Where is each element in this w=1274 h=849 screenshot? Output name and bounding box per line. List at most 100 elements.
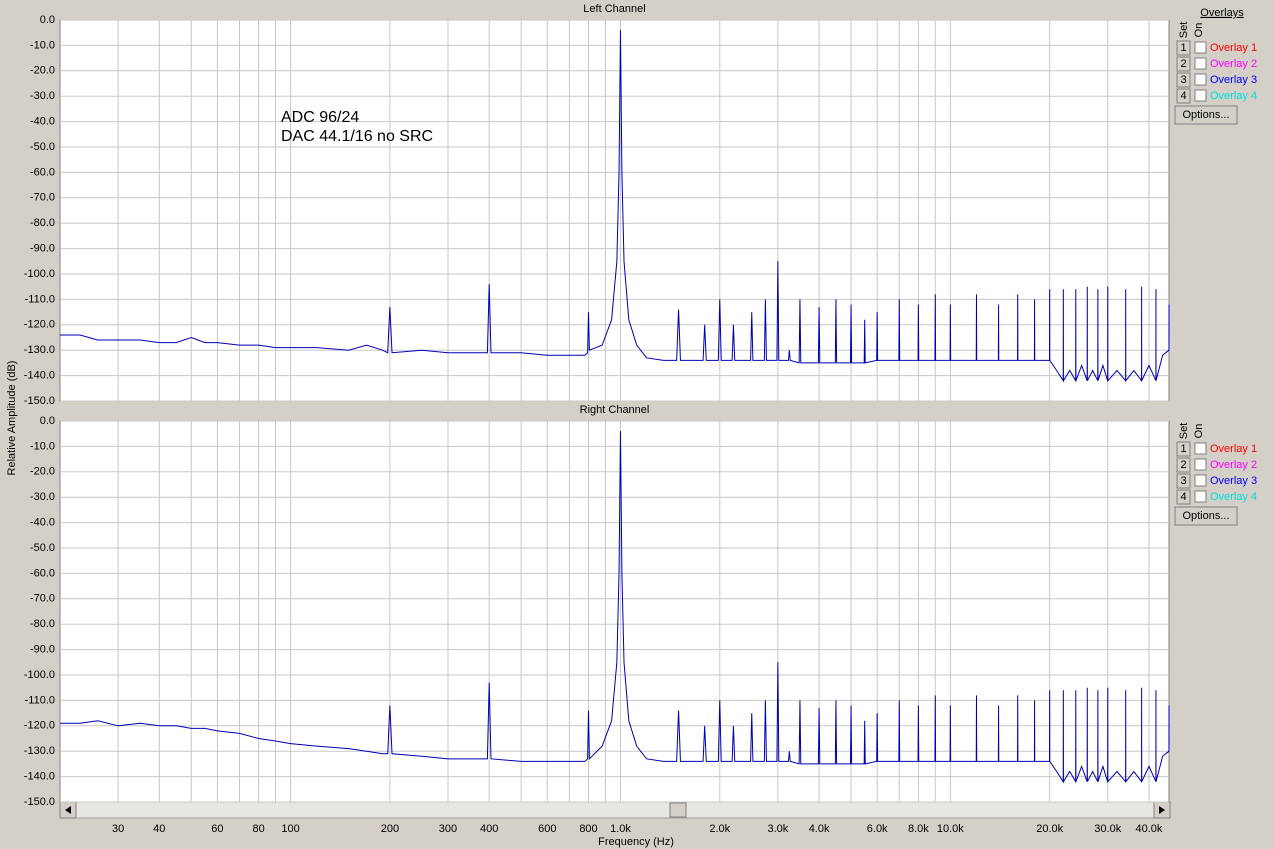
y-tick-label: -70.0 xyxy=(30,593,55,605)
x-tick-label: 40.0k xyxy=(1136,823,1163,835)
overlay-checkbox[interactable] xyxy=(1194,41,1207,54)
y-tick-label: -80.0 xyxy=(30,217,55,229)
y-tick-label: -40.0 xyxy=(30,517,55,529)
y-tick-label: -20.0 xyxy=(30,466,55,478)
set-label: Set xyxy=(1178,423,1190,440)
y-tick-label: -30.0 xyxy=(30,491,55,503)
x-tick-label: 2.0k xyxy=(709,823,730,835)
scroll-thumb[interactable] xyxy=(669,802,687,818)
on-label: On xyxy=(1193,424,1205,439)
overlay-label: Overlay 3 xyxy=(1210,74,1257,86)
y-tick-label: -40.0 xyxy=(30,116,55,128)
y-tick-label: -110.0 xyxy=(25,293,55,305)
y-tick-label: -60.0 xyxy=(30,166,55,178)
y-tick-label: -140.0 xyxy=(24,771,55,783)
overlay-number: 2 xyxy=(1180,58,1186,70)
overlay-label: Overlay 1 xyxy=(1210,42,1257,54)
y-tick-label: -150.0 xyxy=(24,395,55,407)
overlay-set-button[interactable] xyxy=(1176,457,1191,473)
set-label: Set xyxy=(1178,22,1190,39)
overlay-checkbox[interactable] xyxy=(1194,89,1207,102)
overlay-checkbox[interactable] xyxy=(1194,474,1207,487)
x-tick-label: 100 xyxy=(281,823,299,835)
x-axis-label: Frequency (Hz) xyxy=(598,836,674,848)
scrollbar[interactable] xyxy=(59,801,1171,819)
y-tick-label: -120.0 xyxy=(24,720,55,732)
arrow-right xyxy=(1159,806,1165,814)
x-tick-label: 8.0k xyxy=(908,823,929,835)
overlay-checkbox[interactable] xyxy=(1194,57,1207,70)
overlay-number: 3 xyxy=(1180,74,1186,86)
overlay-number: 3 xyxy=(1180,475,1186,487)
y-tick-label: -70.0 xyxy=(30,192,55,204)
x-tick-label: 30 xyxy=(112,823,124,835)
y-axis-label: Relative Amplitude (dB) xyxy=(6,361,18,476)
chart-title: Left Channel xyxy=(583,3,645,15)
overlays-title: Overlays xyxy=(1200,7,1244,19)
annotation: DAC 44.1/16 no SRC xyxy=(281,128,433,145)
y-tick-label: -130.0 xyxy=(24,344,55,356)
overlay-set-button[interactable] xyxy=(1176,40,1191,56)
x-tick-label: 4.0k xyxy=(809,823,830,835)
overlay-number: 4 xyxy=(1180,491,1186,503)
y-tick-label: -100.0 xyxy=(24,669,55,681)
arrow-left xyxy=(65,806,71,814)
overlay-label: Overlay 4 xyxy=(1210,491,1257,503)
y-tick-label: -50.0 xyxy=(30,542,55,554)
plot-area xyxy=(59,420,1170,803)
overlay-set-button[interactable] xyxy=(1176,489,1191,505)
overlay-checkbox[interactable] xyxy=(1194,442,1207,455)
plot xyxy=(60,19,1170,402)
plot-area xyxy=(59,19,1170,402)
options-label: Options... xyxy=(1182,109,1229,121)
y-tick-label: -130.0 xyxy=(24,745,55,757)
y-tick-label: -110.0 xyxy=(25,694,55,706)
overlay-set-button[interactable] xyxy=(1176,473,1191,489)
y-tick-label: -100.0 xyxy=(24,268,55,280)
scroll-track[interactable] xyxy=(59,801,1171,819)
overlay-label: Overlay 2 xyxy=(1210,459,1257,471)
x-tick-label: 400 xyxy=(480,823,498,835)
x-tick-label: 3.0k xyxy=(767,823,788,835)
y-tick-label: -150.0 xyxy=(24,796,55,808)
y-tick-label: -90.0 xyxy=(30,644,55,656)
on-label: On xyxy=(1193,23,1205,38)
spectrum-line xyxy=(60,30,1170,383)
overlay-label: Overlay 1 xyxy=(1210,443,1257,455)
options-button[interactable] xyxy=(1174,105,1238,125)
x-tick-label: 600 xyxy=(538,823,556,835)
title-bar xyxy=(60,403,1169,419)
y-tick-label: -80.0 xyxy=(30,618,55,630)
y-tick-label: -60.0 xyxy=(30,567,55,579)
overlay-label: Overlay 2 xyxy=(1210,58,1257,70)
x-tick-label: 10.0k xyxy=(937,823,964,835)
overlay-checkbox[interactable] xyxy=(1194,490,1207,503)
y-tick-label: -30.0 xyxy=(30,90,55,102)
overlay-checkbox[interactable] xyxy=(1194,73,1207,86)
y-tick-label: -10.0 xyxy=(30,39,55,51)
overlay-set-button[interactable] xyxy=(1176,441,1191,457)
x-tick-label: 300 xyxy=(439,823,457,835)
overlay-checkbox[interactable] xyxy=(1194,458,1207,471)
overlay-number: 1 xyxy=(1180,42,1186,54)
options-button[interactable] xyxy=(1174,506,1238,526)
options-label: Options... xyxy=(1182,510,1229,522)
annotation: ADC 96/24 xyxy=(281,109,359,126)
y-tick-label: -20.0 xyxy=(30,65,55,77)
x-tick-label: 200 xyxy=(381,823,399,835)
overlay-set-button[interactable] xyxy=(1176,88,1191,104)
overlay-set-button[interactable] xyxy=(1176,72,1191,88)
x-tick-label: 80 xyxy=(252,823,264,835)
overlay-set-button[interactable] xyxy=(1176,56,1191,72)
y-tick-label: -50.0 xyxy=(30,141,55,153)
title-bar xyxy=(60,2,1169,18)
y-tick-label: -10.0 xyxy=(30,440,55,452)
overlay-number: 1 xyxy=(1180,443,1186,455)
y-tick-label: -90.0 xyxy=(30,243,55,255)
chart-title: Right Channel xyxy=(580,404,650,416)
y-tick-label: 0.0 xyxy=(40,14,55,26)
x-tick-label: 40 xyxy=(153,823,165,835)
overlay-label: Overlay 4 xyxy=(1210,90,1257,102)
